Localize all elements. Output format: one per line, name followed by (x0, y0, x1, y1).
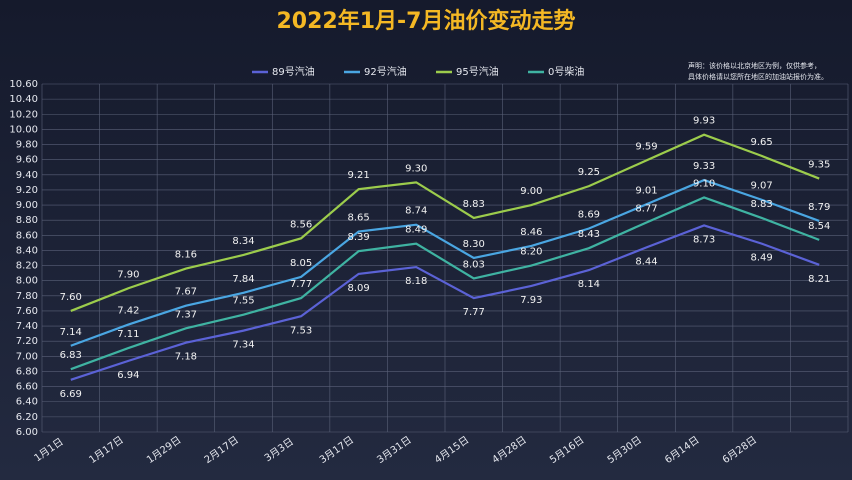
value-label: 9.35 (808, 160, 830, 171)
value-label: 9.93 (693, 116, 715, 127)
value-label: 9.00 (520, 186, 542, 197)
y-tick-label: 6.20 (16, 412, 38, 423)
value-label: 7.11 (117, 329, 139, 340)
value-label: 9.25 (578, 167, 600, 178)
value-label: 9.10 (693, 178, 715, 189)
legend-label: 89号汽油 (272, 65, 315, 78)
series-line (70, 196, 820, 371)
value-label: 8.69 (578, 209, 600, 220)
y-tick-label: 7.00 (16, 351, 38, 362)
y-tick-label: 9.00 (16, 200, 38, 211)
y-tick-label: 8.60 (16, 230, 38, 241)
legend-label: 95号汽油 (456, 65, 499, 78)
value-label: 9.21 (348, 170, 370, 181)
y-tick-label: 6.80 (16, 366, 38, 377)
y-tick-label: 9.80 (16, 140, 38, 151)
value-label: 8.73 (693, 234, 715, 245)
value-label: 8.46 (520, 227, 542, 238)
y-tick-label: 6.60 (16, 382, 38, 393)
value-label: 7.93 (520, 295, 542, 306)
value-label: 8.49 (405, 225, 427, 236)
value-label: 8.05 (290, 258, 312, 269)
value-label: 9.30 (405, 163, 427, 174)
value-label: 8.03 (463, 259, 485, 270)
value-label: 8.14 (578, 279, 600, 290)
value-label: 7.53 (290, 325, 312, 336)
value-label: 7.37 (175, 309, 197, 320)
chart-title: 2022年1月-7月油价变动走势 (277, 8, 576, 34)
note: 具体价格请以您所在地区的加油站报价为准。 (688, 72, 828, 81)
y-tick-label: 10.40 (9, 94, 38, 105)
value-label: 6.94 (117, 370, 139, 381)
y-tick-label: 9.20 (16, 185, 38, 196)
value-label: 8.18 (405, 276, 427, 287)
y-tick-label: 7.80 (16, 291, 38, 302)
series-line (70, 224, 820, 381)
value-label: 8.44 (635, 256, 657, 267)
value-label: 8.56 (290, 219, 312, 230)
value-label: 8.83 (751, 199, 773, 210)
value-label: 6.83 (60, 350, 82, 361)
y-tick-label: 8.40 (16, 245, 38, 256)
value-label: 9.07 (751, 181, 773, 192)
y-tick-label: 8.00 (16, 276, 38, 287)
series-line (70, 178, 820, 347)
value-label: 7.18 (175, 352, 197, 363)
y-tick-label: 6.40 (16, 397, 38, 408)
value-label: 7.55 (232, 296, 254, 307)
series-line (70, 133, 820, 312)
value-label: 8.39 (348, 232, 370, 243)
value-label: 8.16 (175, 250, 197, 261)
note: 声明：该价格以北京地区为例，仅供参考， (688, 61, 821, 70)
y-tick-label: 10.60 (9, 79, 38, 90)
y-tick-label: 6.00 (16, 427, 38, 438)
value-label: 6.69 (60, 389, 82, 400)
value-label: 9.01 (635, 185, 657, 196)
y-tick-label: 9.60 (16, 155, 38, 166)
y-tick-label: 8.20 (16, 261, 38, 272)
y-tick-label: 7.20 (16, 336, 38, 347)
y-tick-label: 9.40 (16, 170, 38, 181)
y-tick-label: 7.40 (16, 321, 38, 332)
value-label: 8.43 (578, 229, 600, 240)
y-tick-label: 7.60 (16, 306, 38, 317)
value-label: 8.54 (808, 221, 830, 232)
value-label: 7.60 (60, 292, 82, 303)
legend-label: 92号汽油 (364, 65, 407, 78)
value-label: 8.20 (520, 247, 542, 258)
value-label: 8.79 (808, 202, 830, 213)
value-label: 9.33 (693, 161, 715, 172)
value-label: 7.34 (232, 340, 254, 351)
value-label: 8.34 (232, 236, 254, 247)
value-label: 7.84 (232, 274, 254, 285)
value-label: 7.42 (117, 306, 139, 317)
value-label: 7.67 (175, 287, 197, 298)
y-tick-label: 8.80 (16, 215, 38, 226)
value-label: 7.77 (463, 307, 485, 318)
y-tick-label: 10.20 (9, 109, 38, 120)
value-label: 7.14 (60, 327, 82, 338)
value-label: 8.49 (751, 253, 773, 264)
value-label: 7.77 (290, 279, 312, 290)
value-label: 9.59 (635, 141, 657, 152)
value-label: 8.77 (635, 203, 657, 214)
value-label: 8.09 (348, 283, 370, 294)
y-tick-label: 10.00 (9, 124, 38, 135)
value-label: 9.65 (751, 137, 773, 148)
value-label: 8.21 (808, 274, 830, 285)
value-label: 8.30 (463, 239, 485, 250)
value-label: 7.90 (117, 269, 139, 280)
value-label: 8.74 (405, 206, 427, 217)
value-label: 8.65 (348, 213, 370, 224)
legend-label: 0号柴油 (548, 65, 584, 78)
value-label: 8.83 (463, 199, 485, 210)
